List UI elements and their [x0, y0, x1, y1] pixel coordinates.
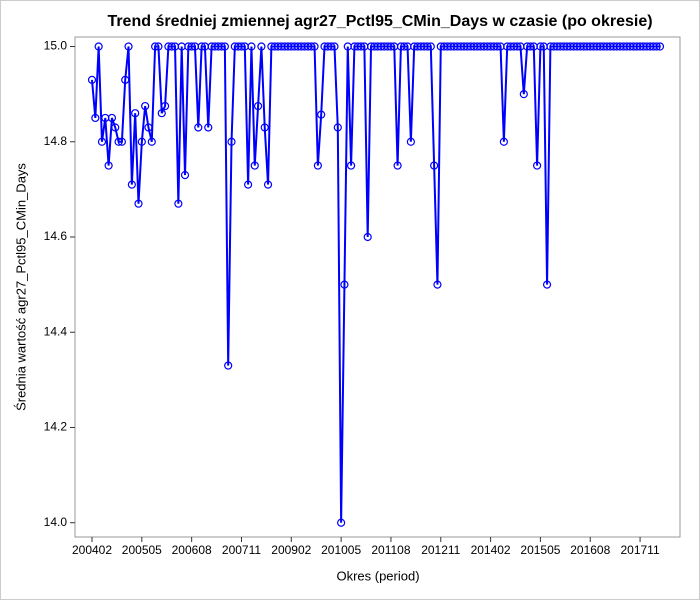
x-tick-label: 201005 [321, 543, 361, 557]
x-axis-label: Okres (period) [336, 568, 419, 583]
data-point [197, 42, 206, 51]
data-point [250, 161, 259, 170]
data-point [220, 42, 229, 51]
data-point [263, 180, 273, 189]
y-axis-label: Średnia wartość agr27_Pctl95_CMin_Days [13, 163, 28, 411]
data-point [356, 42, 366, 51]
data-point [224, 361, 233, 370]
data-point [400, 42, 409, 51]
data-point [147, 137, 156, 146]
data-point [111, 123, 120, 132]
data-point [317, 110, 326, 119]
x-tick-label: 200402 [72, 543, 112, 557]
data-point [536, 42, 545, 51]
data-point [237, 42, 246, 51]
y-tick-label: 14.8 [44, 134, 68, 148]
data-point [652, 42, 661, 51]
data-point [244, 180, 253, 189]
data-point [313, 161, 322, 170]
data-point [127, 180, 136, 189]
y-tick-label: 15.0 [44, 39, 68, 53]
x-tick-label: 201402 [471, 543, 511, 557]
data-point [363, 232, 372, 242]
data-point [327, 42, 336, 51]
data-point [174, 199, 183, 208]
data-point [91, 113, 100, 123]
data-point [307, 42, 316, 51]
x-tick-label: 200505 [122, 543, 162, 557]
plot-frame [74, 36, 681, 538]
data-point [253, 101, 263, 111]
data-point [423, 42, 432, 51]
y-tick-label: 14.6 [44, 229, 68, 243]
data-point [333, 123, 342, 132]
data-point [134, 199, 143, 208]
data-point [131, 109, 140, 118]
data-point [194, 123, 203, 132]
y-tick-label: 14.2 [44, 420, 68, 434]
data-point [204, 123, 213, 132]
data-point [493, 42, 502, 51]
data-point [655, 42, 665, 51]
data-point [117, 137, 126, 146]
data-point [144, 123, 153, 132]
data-point [542, 280, 552, 289]
data-line [91, 45, 660, 523]
data-point [526, 42, 535, 51]
data-point [513, 42, 522, 51]
data-point [160, 101, 170, 111]
x-tick-label: 201505 [520, 543, 560, 557]
data-point [406, 137, 415, 146]
y-tick-label: 14.4 [44, 324, 68, 338]
data-point [107, 113, 117, 123]
data-point [257, 42, 266, 51]
data-point [393, 161, 402, 170]
data-point [141, 101, 150, 111]
x-tick-label: 201711 [620, 543, 659, 557]
data-point [217, 42, 226, 51]
data-point [94, 42, 103, 51]
x-tick-label: 201608 [570, 543, 610, 557]
data-point [340, 280, 349, 289]
data-point [154, 42, 163, 51]
data-point [180, 170, 190, 180]
data-point [386, 42, 396, 51]
data-point [87, 75, 97, 84]
x-tick-label: 200608 [172, 543, 212, 557]
data-point [97, 137, 107, 146]
chart-title: Trend średniej zmiennej agr27_Pctl95_CMi… [107, 13, 652, 30]
data-point [260, 123, 269, 132]
data-point [187, 42, 196, 51]
data-point [426, 42, 435, 51]
data-point [337, 518, 346, 527]
data-point [330, 42, 339, 51]
data-point [114, 137, 123, 146]
data-point [137, 137, 146, 146]
data-point [167, 42, 176, 51]
y-tick-label: 14.0 [44, 515, 68, 529]
data-point [346, 161, 356, 170]
data-point [433, 280, 442, 289]
data-point [519, 90, 528, 99]
data-point [104, 161, 113, 170]
data-point [124, 42, 133, 51]
data-point [532, 161, 542, 170]
data-point [499, 137, 508, 146]
data-point [227, 137, 236, 146]
data-point [157, 109, 166, 118]
x-tick-label: 201108 [371, 543, 410, 557]
data-point [121, 75, 130, 84]
x-tick-label: 200902 [271, 543, 311, 557]
data-point [430, 161, 439, 170]
data-point [310, 42, 319, 51]
x-tick-label: 200711 [222, 543, 261, 557]
data-point [247, 42, 256, 51]
x-tick-label: 201211 [421, 543, 460, 557]
data-point [151, 42, 160, 51]
